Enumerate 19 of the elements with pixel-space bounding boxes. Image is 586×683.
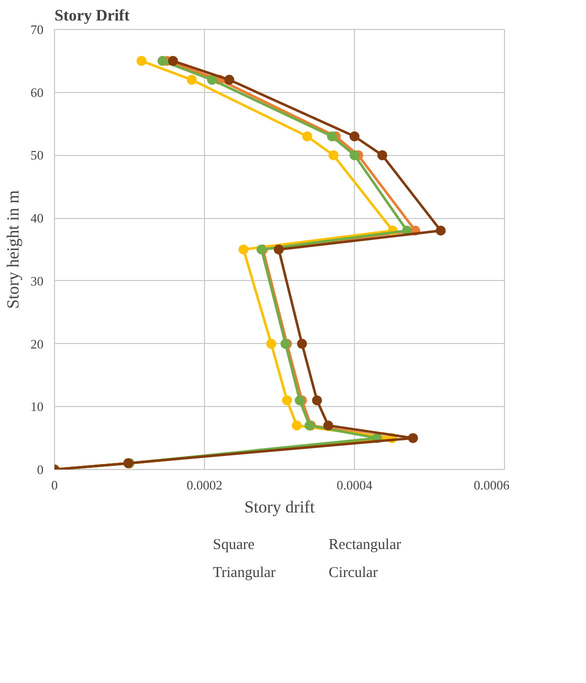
x-axis-title: Story drift: [244, 498, 315, 516]
text: Square: [212, 536, 255, 554]
x-tick-label: 0.0004: [336, 478, 373, 492]
y-tick-label: 50: [30, 148, 44, 163]
y-tick-label: 70: [30, 22, 44, 37]
y-tick-label: 60: [30, 84, 44, 100]
y-tick-label: 10: [30, 399, 44, 414]
y-axis-title: Story height in m: [4, 190, 22, 309]
y-tick-label: 30: [30, 273, 44, 288]
chart-title: Story Drift: [54, 8, 130, 24]
y-tick-label: 40: [30, 210, 44, 226]
x-tick-label: 0.0002: [186, 478, 222, 492]
y-tick-label: 20: [30, 336, 44, 352]
text: Triangular: [212, 564, 276, 582]
x-tick-label: 0: [51, 478, 58, 492]
text: Circular: [328, 564, 378, 582]
x-tick-label: 0.0006: [474, 478, 510, 492]
y-tick-label: 0: [37, 462, 44, 477]
text: Rectangular: [328, 536, 402, 554]
